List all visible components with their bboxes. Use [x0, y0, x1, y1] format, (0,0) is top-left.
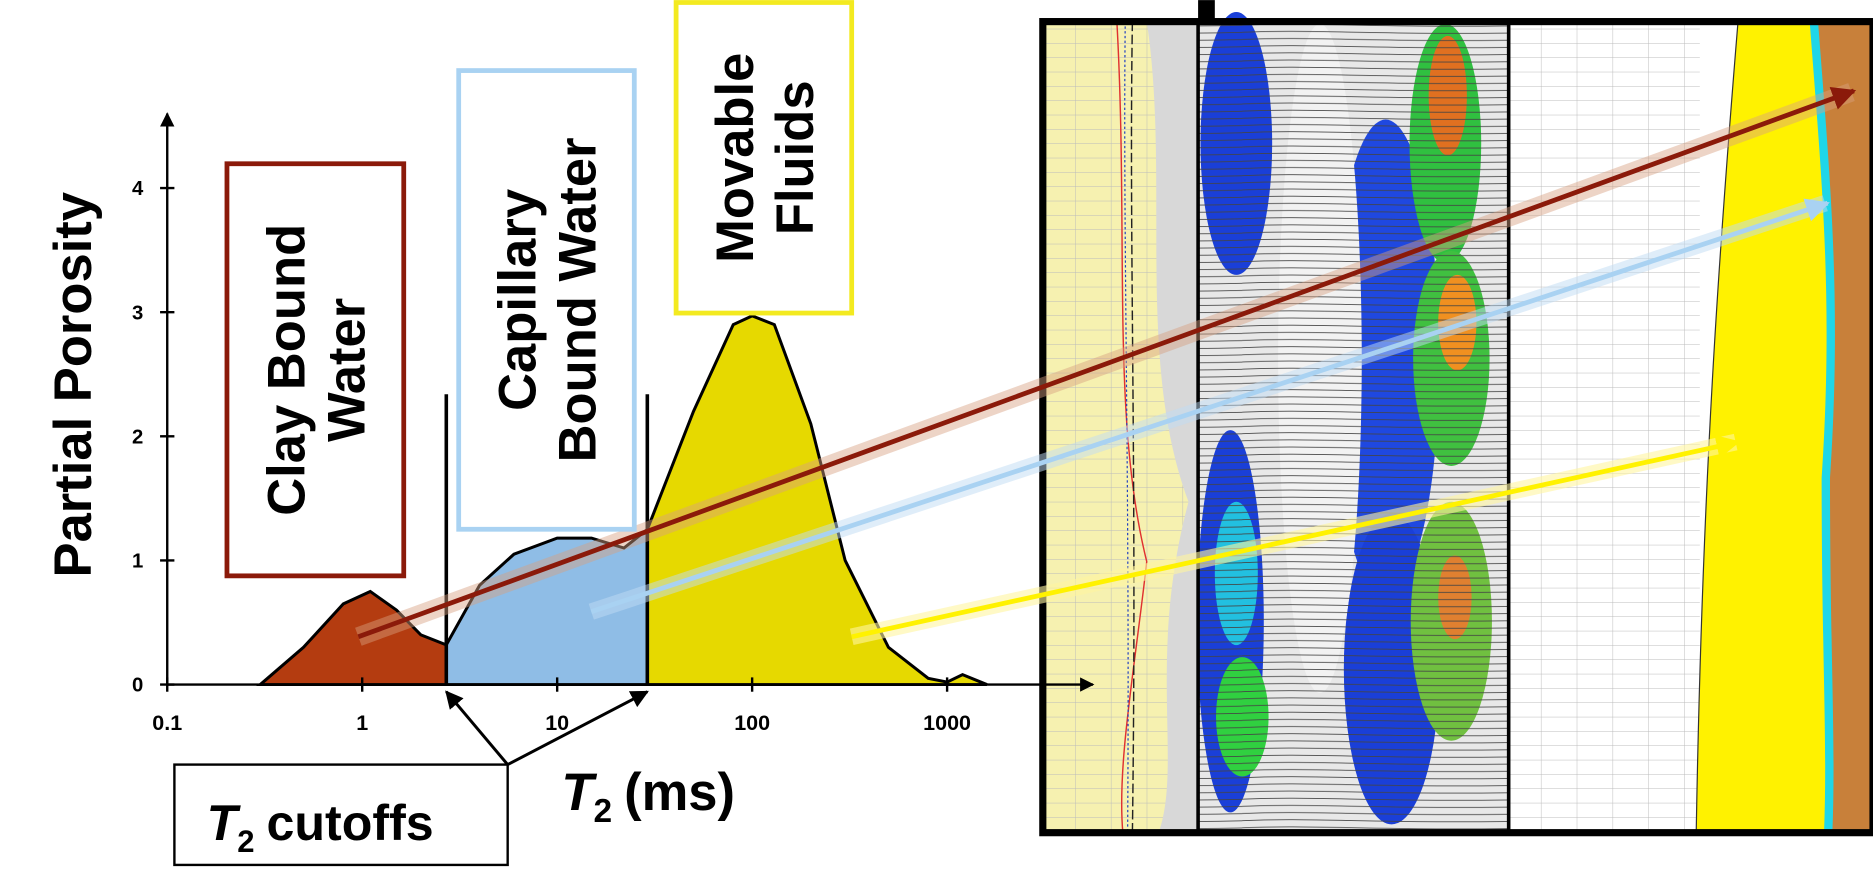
- region-label: Water: [317, 298, 376, 442]
- cutoff-box: [173, 763, 509, 867]
- x-label-unit: (ms): [624, 763, 735, 822]
- curve-blue: [1124, 21, 1129, 833]
- x-tick-label: 1000: [923, 711, 971, 735]
- x-axis-label: T2 (ms): [561, 763, 735, 830]
- depth-marker: [1198, 0, 1215, 22]
- region-box: [224, 161, 407, 579]
- curve-red: [1116, 21, 1148, 833]
- region-label: Clay Bound: [258, 224, 317, 516]
- region-box: [456, 68, 637, 532]
- cutoff-subscript: 2: [237, 824, 254, 859]
- cutoff-label: T2 cutoffs: [207, 795, 434, 859]
- log-frame: [1039, 18, 1873, 837]
- y-tick-label: 1: [132, 551, 143, 573]
- cutoff-pointer: [445, 690, 509, 766]
- region-label: Movable: [706, 53, 765, 263]
- y-axis-label: Partial Porosity: [44, 192, 103, 577]
- track-3-grid: [1508, 21, 1700, 833]
- waveform-lines: [1198, 21, 1509, 833]
- x-tick-label: 1: [356, 711, 368, 735]
- plot: 0 1 2 3 4 0.1 1 10 100 1000: [132, 112, 1095, 735]
- x-label-symbol: T: [561, 763, 597, 822]
- cutoff-pointer: [506, 690, 649, 766]
- y-tick-label: 0: [132, 675, 143, 697]
- region-label: Fluids: [766, 80, 825, 235]
- region-box: [673, 0, 855, 316]
- y-tick-label: 4: [132, 178, 144, 200]
- pointer-arrows: [355, 83, 1857, 646]
- region-label: Capillary: [489, 189, 548, 411]
- arrow-clay: [357, 87, 1857, 640]
- track-4-brown: [1818, 21, 1873, 833]
- cutoff-symbol: T: [207, 795, 242, 851]
- cutoff-text: cutoffs: [267, 795, 434, 851]
- arrow-capillary: [590, 198, 1830, 614]
- region-label: Bound Water: [548, 137, 607, 462]
- x-tick-label: 0.1: [152, 711, 182, 735]
- arrow-movable: [851, 435, 1741, 640]
- x-label-subscript: 2: [594, 793, 613, 830]
- x-tick-label: 100: [734, 711, 770, 735]
- y-tick-label: 3: [132, 302, 143, 324]
- log-panel: [1039, 0, 1873, 837]
- y-tick-label: 2: [132, 426, 143, 448]
- x-tick-label: 10: [545, 711, 569, 735]
- curve-black: [1130, 21, 1135, 833]
